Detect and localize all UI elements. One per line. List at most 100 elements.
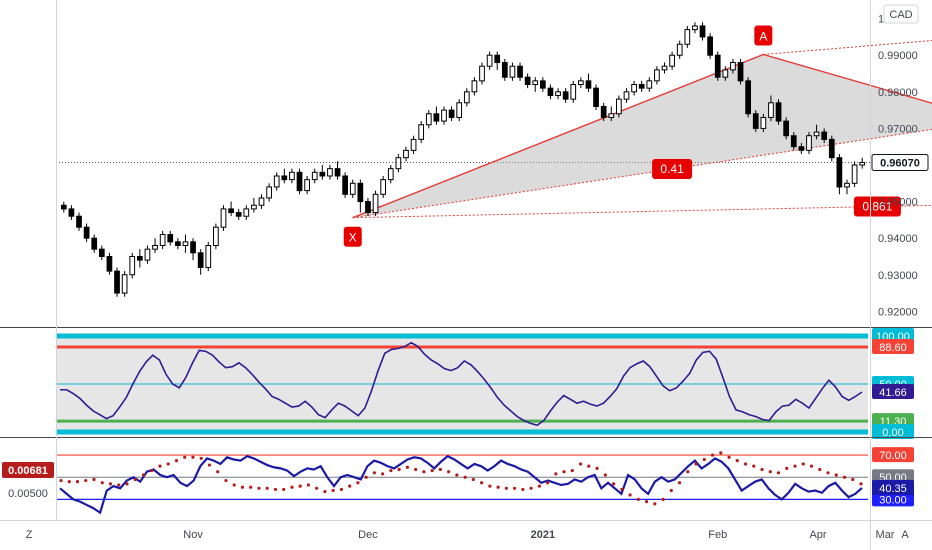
candle: [175, 238, 181, 250]
price-tick-label: 0.92000: [878, 306, 918, 318]
candle: [509, 62, 516, 81]
candle-body: [213, 226, 219, 246]
candle-body: [289, 171, 295, 181]
signal-dot: [768, 470, 772, 474]
auto-scale-button[interactable]: A: [901, 529, 909, 541]
candle-body: [501, 62, 508, 78]
signal-dot: [348, 484, 352, 488]
signal-dot: [356, 481, 360, 485]
candle: [296, 168, 303, 195]
candle: [524, 73, 531, 89]
candlestick-series: [60, 22, 866, 297]
candle-body: [403, 149, 409, 159]
candle: [106, 252, 113, 275]
candle-body: [494, 54, 501, 64]
candle-body: [281, 175, 288, 181]
signal-dot: [488, 484, 492, 488]
currency-badge[interactable]: [883, 4, 919, 24]
candle-body: [631, 84, 637, 93]
signal-dot: [125, 482, 129, 486]
candle-body: [448, 109, 455, 118]
level-tag: [872, 424, 914, 439]
candle: [676, 40, 683, 59]
candle-body: [539, 80, 546, 89]
signal-dot: [504, 486, 508, 490]
candle: [76, 212, 82, 231]
candle: [197, 249, 204, 275]
candle: [851, 161, 858, 187]
candle: [380, 175, 387, 198]
signal-dot: [735, 459, 739, 463]
candle: [281, 168, 288, 184]
candle-body: [851, 164, 858, 184]
last-price-value: 0.96070: [880, 157, 920, 169]
candle-body: [83, 226, 90, 239]
signal-dot: [240, 485, 245, 489]
candle-body: [410, 138, 417, 151]
candle-body: [311, 171, 318, 181]
current-value-tag: [872, 479, 914, 495]
candle-body: [737, 62, 744, 82]
ratio-label-box: [853, 196, 901, 217]
candle: [501, 58, 508, 81]
candle-body: [768, 102, 774, 118]
candle: [152, 238, 158, 253]
left-value-label: 0.00681: [8, 465, 48, 477]
time-tick-label: Nov: [183, 529, 203, 541]
candle: [570, 80, 577, 103]
candle-body: [471, 80, 478, 93]
candle: [486, 51, 493, 70]
candle-body: [692, 25, 698, 31]
left-tick-label: 0.00500: [8, 488, 48, 500]
signal-dot: [133, 477, 137, 482]
candle-body: [600, 105, 607, 118]
signal-dot: [249, 485, 253, 489]
candle-body: [479, 65, 485, 82]
candle-body: [578, 80, 584, 86]
level-tag-label: 70.00: [879, 450, 907, 462]
candle-body: [676, 43, 683, 56]
candle: [859, 157, 866, 169]
candle: [555, 88, 561, 100]
zoom-button[interactable]: Z: [26, 529, 33, 541]
candle: [167, 230, 174, 246]
price-tick-label: 0.97000: [878, 123, 918, 135]
signal-dot: [636, 497, 640, 501]
signal-dot: [207, 463, 212, 467]
signal-dot: [793, 464, 797, 468]
signal-dot: [818, 467, 822, 472]
candle: [737, 58, 744, 85]
candle: [342, 172, 348, 198]
candle-body: [790, 135, 797, 148]
candle-body: [266, 186, 272, 199]
candle-body: [844, 182, 850, 188]
candle-body: [296, 171, 303, 192]
candle-body: [334, 168, 341, 177]
candle: [813, 124, 820, 140]
signal-dot: [661, 497, 665, 501]
signal-dot: [578, 462, 583, 466]
signal-dot: [372, 471, 377, 475]
point-label-box: [754, 25, 773, 46]
candle: [311, 168, 318, 184]
time-tick-label: Mar: [876, 529, 895, 541]
candle: [707, 33, 713, 59]
candle: [616, 95, 622, 118]
candle: [372, 190, 379, 217]
candle-body: [60, 204, 67, 210]
signal-dot: [216, 470, 220, 474]
signal-dot: [496, 485, 500, 489]
candle-body: [684, 29, 691, 45]
candle: [121, 271, 128, 297]
signal-dot: [265, 486, 269, 490]
candle: [304, 175, 310, 195]
candle: [456, 99, 463, 122]
candle: [768, 95, 774, 122]
signal-dot: [257, 486, 261, 490]
candle: [745, 77, 751, 118]
candle: [425, 110, 432, 129]
last-price-tag: [871, 153, 929, 171]
ratio-label-box: [652, 159, 693, 180]
